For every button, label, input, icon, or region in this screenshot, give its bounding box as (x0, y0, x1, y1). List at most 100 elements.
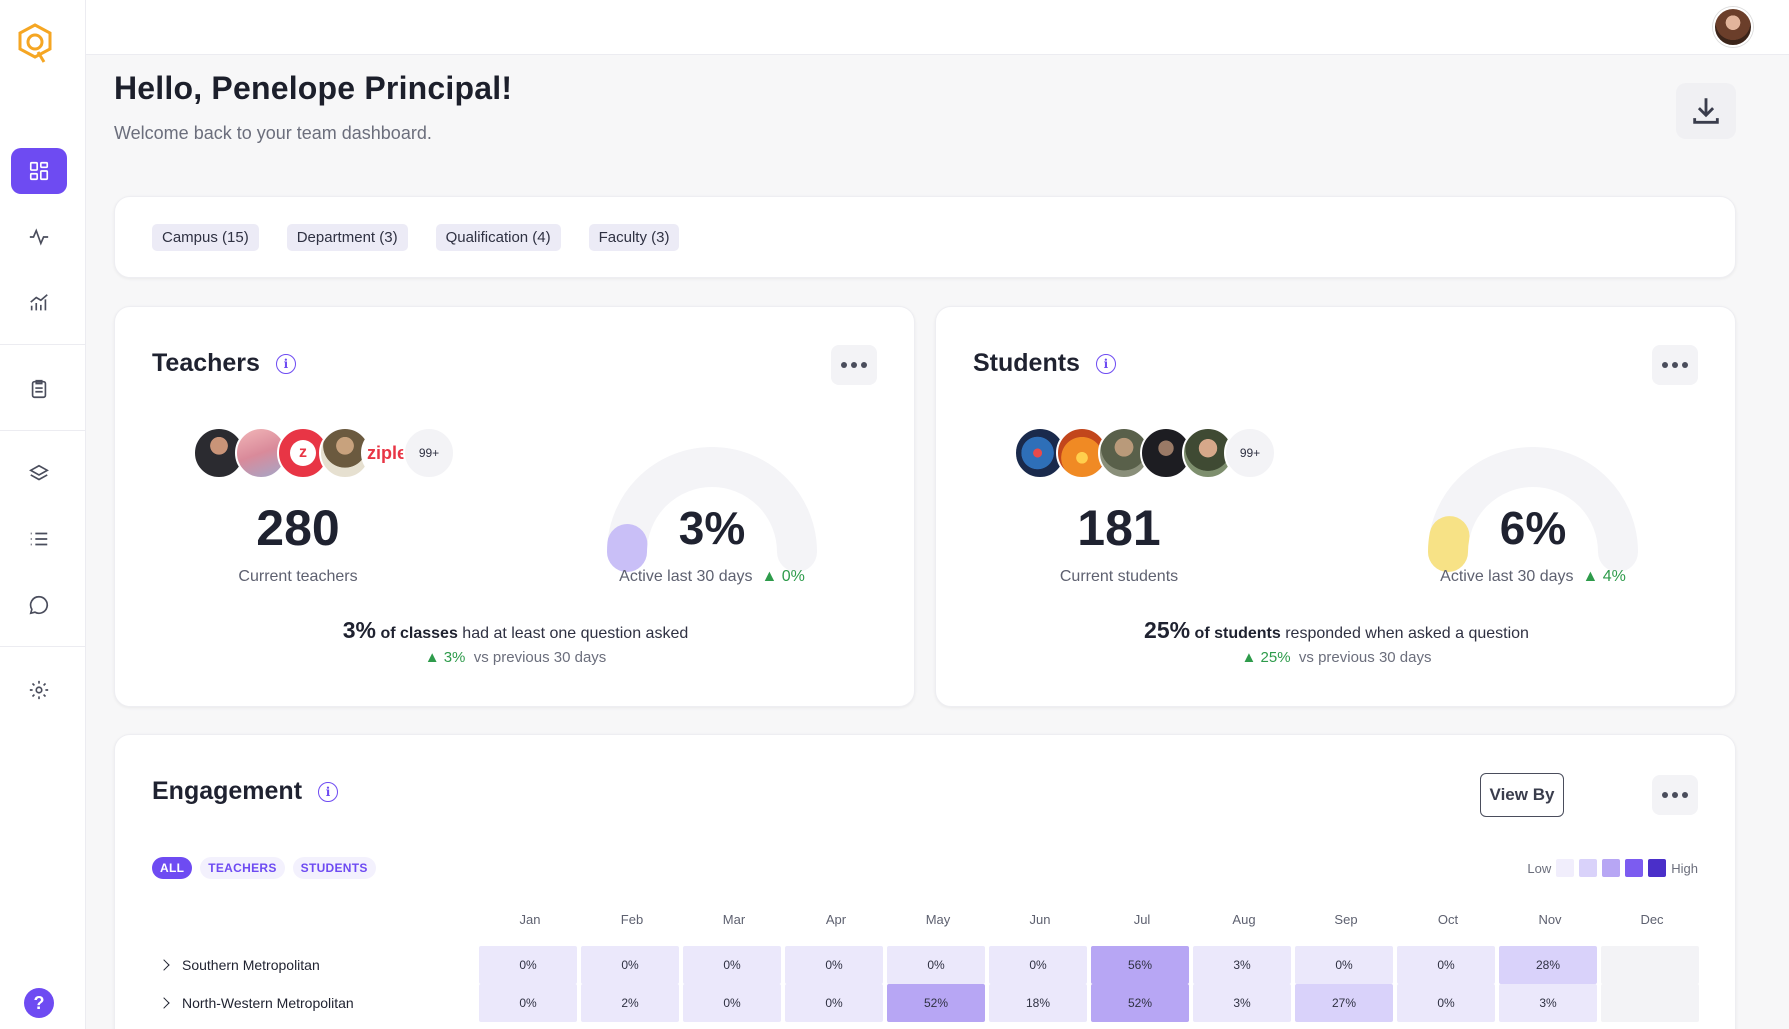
heatmap-cell[interactable]: 0% (683, 946, 781, 984)
filter-bar: Campus (15) Department (3) Qualification… (114, 196, 1736, 278)
sidebar-item-reports[interactable] (11, 366, 67, 412)
filter-chip-qualification[interactable]: Qualification (4) (435, 223, 561, 251)
sidebar-item-analytics[interactable] (11, 280, 67, 326)
sidebar-item-list[interactable] (11, 516, 67, 562)
heatmap-cell[interactable]: 52% (1091, 984, 1189, 1022)
table-row[interactable]: North-Western Metropolitan 0% 2% 0% 0% 52% 18%… (152, 984, 1703, 1022)
page-title: Hello, Penelope Principal! (114, 70, 513, 106)
more-options-button[interactable] (1652, 775, 1698, 815)
info-icon[interactable]: i (1095, 353, 1116, 374)
heatmap-cell[interactable]: 28% (1499, 946, 1597, 984)
teachers-active-gauge (607, 447, 817, 572)
view-by-button[interactable]: View By (1480, 773, 1564, 817)
student-count-caption: Current students (1059, 568, 1179, 585)
engagement-tabs: ALL TEACHERS STUDENTS (152, 857, 376, 879)
heatmap-cell[interactable] (1601, 946, 1699, 984)
row-label-text: North-Western Metropolitan (182, 995, 354, 1011)
month-label: Jul (1133, 912, 1151, 927)
info-icon[interactable]: i (318, 781, 339, 802)
card-title: Engagement i (152, 777, 339, 806)
heatmap-cell[interactable]: 0% (581, 946, 679, 984)
download-icon (1693, 98, 1719, 124)
heatmap-cell[interactable]: 0% (887, 946, 985, 984)
heatmap-cell[interactable]: 0% (1397, 984, 1495, 1022)
pulse-icon (29, 228, 49, 246)
change-value: ▲ 3% (424, 649, 466, 666)
students-summary: 25% of students responded when asked a q… (936, 617, 1737, 644)
month-label: Jan (519, 912, 541, 927)
summary-text: responded when asked a question (1285, 625, 1529, 642)
heatmap-cell[interactable]: 0% (479, 984, 577, 1022)
page-subtitle: Welcome back to your team dashboard. (114, 123, 432, 143)
heatmap-cell[interactable]: 0% (683, 984, 781, 1022)
summary-bold: of classes (380, 625, 458, 642)
chart-icon (30, 294, 48, 311)
tab-teachers[interactable]: TEACHERS (200, 857, 285, 879)
download-button[interactable] (1676, 83, 1736, 139)
change-caption: vs previous 30 days (1298, 649, 1432, 666)
clipboard-icon (31, 379, 47, 399)
heatmap-cell[interactable]: 18% (989, 984, 1087, 1022)
legend-high-label: High (1671, 860, 1698, 876)
filter-chip-faculty[interactable]: Faculty (3) (588, 223, 680, 251)
sidebar-item-dashboard[interactable] (11, 148, 67, 194)
heatmap-cell[interactable]: 3% (1193, 984, 1291, 1022)
heatmap-cell[interactable]: 27% (1295, 984, 1393, 1022)
more-options-button[interactable] (831, 345, 877, 385)
user-avatar[interactable] (1713, 7, 1753, 47)
gear-icon (29, 680, 49, 700)
month-label: Sep (1334, 912, 1358, 927)
more-options-button[interactable] (1652, 345, 1698, 385)
table-row[interactable]: Southern Metropolitan 0% 0% 0% 0% 0% 0% 56% 3% 0%… (152, 946, 1703, 984)
engagement-card: Engagement i View By ALL TEACHERS STUDEN… (114, 734, 1736, 1029)
heatmap-cell[interactable]: 3% (1499, 984, 1597, 1022)
engagement-title: Engagement (152, 777, 303, 805)
info-icon[interactable]: i (275, 353, 296, 374)
legend-swatch (1625, 859, 1644, 877)
active-change: ▲ 0% (761, 568, 805, 585)
row-label[interactable]: Southern Metropolitan (152, 957, 479, 973)
chevron-right-icon[interactable] (158, 997, 170, 1009)
ziple-logo[interactable] (16, 22, 54, 66)
month-label: Mar (722, 912, 746, 927)
sidebar-item-activity[interactable] (11, 214, 67, 260)
row-label[interactable]: North-Western Metropolitan (152, 995, 479, 1011)
sidebar-item-settings[interactable] (11, 667, 67, 713)
help-button[interactable]: ? (24, 988, 54, 1018)
month-header: Jan Feb Mar Apr May Jun Jul Aug Sep Oct Nov Dec (479, 912, 1703, 927)
summary-bold: of students (1194, 625, 1281, 642)
students-change: ▲ 25% vs previous 30 days (936, 649, 1737, 666)
sidebar-item-messages[interactable] (11, 582, 67, 628)
more-avatars-badge[interactable]: 99+ (403, 427, 455, 479)
month-label: Nov (1538, 912, 1562, 927)
filter-chip-campus[interactable]: Campus (15) (152, 223, 259, 251)
heatmap-cell[interactable]: 0% (479, 946, 577, 984)
heatmap-cell[interactable]: 0% (785, 984, 883, 1022)
more-avatars-badge[interactable]: 99+ (1224, 427, 1276, 479)
sidebar-divider (0, 646, 86, 647)
heatmap-cell[interactable]: 2% (581, 984, 679, 1022)
legend-swatch (1579, 859, 1598, 877)
month-label: Apr (825, 912, 847, 927)
legend-low-label: Low (1527, 860, 1552, 876)
filter-chip-department[interactable]: Department (3) (286, 223, 408, 251)
teachers-title: Teachers (152, 349, 260, 377)
month-label: Dec (1640, 912, 1664, 927)
chat-icon (29, 595, 49, 615)
heatmap-cell[interactable]: 3% (1193, 946, 1291, 984)
tab-students[interactable]: STUDENTS (292, 857, 376, 879)
summary-text: had at least one question asked (462, 625, 689, 642)
row-label-text: Southern Metropolitan (182, 957, 320, 973)
month-label: Aug (1232, 912, 1256, 927)
heatmap-cell[interactable]: 52% (887, 984, 985, 1022)
sidebar-item-layers[interactable] (11, 451, 67, 497)
heatmap-cell[interactable] (1601, 984, 1699, 1022)
heatmap-cell[interactable]: 0% (1397, 946, 1495, 984)
heatmap-cell[interactable]: 0% (1295, 946, 1393, 984)
heatmap-cell[interactable]: 56% (1091, 946, 1189, 984)
tab-all[interactable]: ALL (152, 857, 193, 879)
heatmap-cell[interactable]: 0% (785, 946, 883, 984)
summary-percent: 3% (342, 617, 376, 643)
heatmap-cell[interactable]: 0% (989, 946, 1087, 984)
chevron-right-icon[interactable] (158, 959, 170, 971)
